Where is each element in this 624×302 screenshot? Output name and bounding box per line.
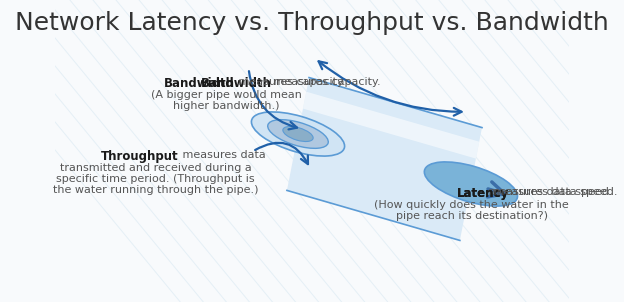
Polygon shape <box>287 78 482 240</box>
Text: Throughput: Throughput <box>101 150 178 163</box>
Text: specific time period. (Throughput is: specific time period. (Throughput is <box>56 174 255 184</box>
Text: Network Latency vs. Throughput vs. Bandwidth: Network Latency vs. Throughput vs. Bandw… <box>15 11 609 35</box>
Text: Latency: Latency <box>457 187 509 200</box>
Text: transmitted and received during a: transmitted and received during a <box>60 163 251 173</box>
Text: measures capacity.: measures capacity. <box>270 77 380 87</box>
Text: Latency: Latency <box>457 187 509 200</box>
Text: (A bigger pipe would mean: (A bigger pipe would mean <box>151 90 302 100</box>
Text: measures capacity.: measures capacity. <box>235 77 345 87</box>
Text: measures data speed.: measures data speed. <box>490 187 617 197</box>
Text: pipe reach its destination?): pipe reach its destination?) <box>396 211 548 221</box>
Text: Bandwidth: Bandwidth <box>163 77 235 90</box>
Text: measures data speed.: measures data speed. <box>485 187 612 197</box>
Ellipse shape <box>251 112 344 156</box>
Text: (How quickly does the water in the: (How quickly does the water in the <box>374 200 569 210</box>
Ellipse shape <box>268 120 328 148</box>
Text: the water running through the pipe.): the water running through the pipe.) <box>53 185 258 195</box>
Text: measures data: measures data <box>178 150 265 160</box>
Text: higher bandwidth.): higher bandwidth.) <box>173 101 280 111</box>
Ellipse shape <box>283 127 313 142</box>
Polygon shape <box>303 92 479 159</box>
Text: Bandwidth: Bandwidth <box>201 77 271 90</box>
Ellipse shape <box>424 162 517 206</box>
